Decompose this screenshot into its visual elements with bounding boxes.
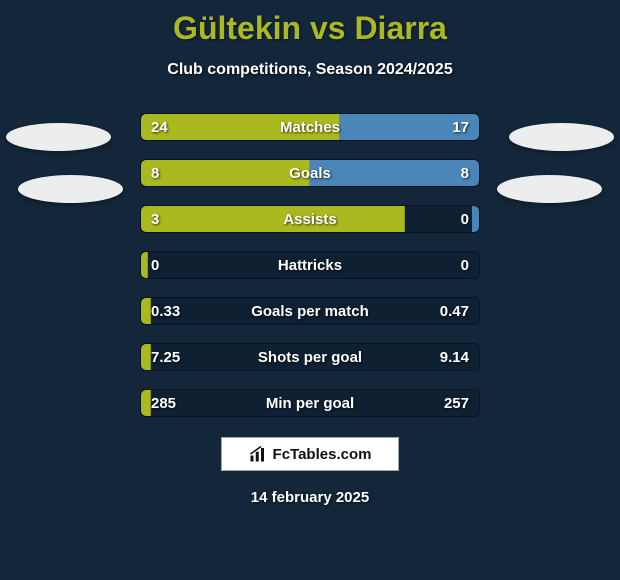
stat-right-value: 0 bbox=[461, 252, 469, 278]
player-left-photo-placeholder-1 bbox=[6, 123, 111, 151]
chart-icon bbox=[249, 445, 267, 463]
page-title: Gültekin vs Diarra bbox=[0, 0, 620, 47]
stat-row-goals-per-match: 0.33 Goals per match 0.47 bbox=[140, 297, 480, 325]
stat-right-value: 0.47 bbox=[440, 298, 469, 324]
comparison-bars: 24 Matches 17 8 Goals 8 3 Assists 0 0 Ha… bbox=[0, 113, 620, 417]
stat-row-goals: 8 Goals 8 bbox=[140, 159, 480, 187]
stat-right-value: 9.14 bbox=[440, 344, 469, 370]
player-left-photo-placeholder-2 bbox=[18, 175, 123, 203]
stat-label: Goals per match bbox=[141, 298, 479, 324]
stat-right-value: 17 bbox=[452, 114, 469, 140]
stat-right-value: 0 bbox=[461, 206, 469, 232]
stat-row-assists: 3 Assists 0 bbox=[140, 205, 480, 233]
stat-label: Matches bbox=[141, 114, 479, 140]
stat-right-value: 257 bbox=[444, 390, 469, 416]
stat-row-min-per-goal: 285 Min per goal 257 bbox=[140, 389, 480, 417]
stage: Gültekin vs Diarra Club competitions, Se… bbox=[0, 0, 620, 580]
player-right-photo-placeholder-2 bbox=[497, 175, 602, 203]
player-right-photo-placeholder-1 bbox=[509, 123, 614, 151]
fctables-logo[interactable]: FcTables.com bbox=[221, 437, 399, 471]
stat-row-matches: 24 Matches 17 bbox=[140, 113, 480, 141]
stat-row-hattricks: 0 Hattricks 0 bbox=[140, 251, 480, 279]
stat-label: Min per goal bbox=[141, 390, 479, 416]
stat-label: Shots per goal bbox=[141, 344, 479, 370]
logo-text: FcTables.com bbox=[273, 446, 372, 463]
stat-label: Assists bbox=[141, 206, 479, 232]
stat-row-shots-per-goal: 7.25 Shots per goal 9.14 bbox=[140, 343, 480, 371]
page-subtitle: Club competitions, Season 2024/2025 bbox=[0, 61, 620, 79]
date-label: 14 february 2025 bbox=[0, 489, 620, 506]
stat-right-value: 8 bbox=[461, 160, 469, 186]
stat-label: Hattricks bbox=[141, 252, 479, 278]
stat-label: Goals bbox=[141, 160, 479, 186]
